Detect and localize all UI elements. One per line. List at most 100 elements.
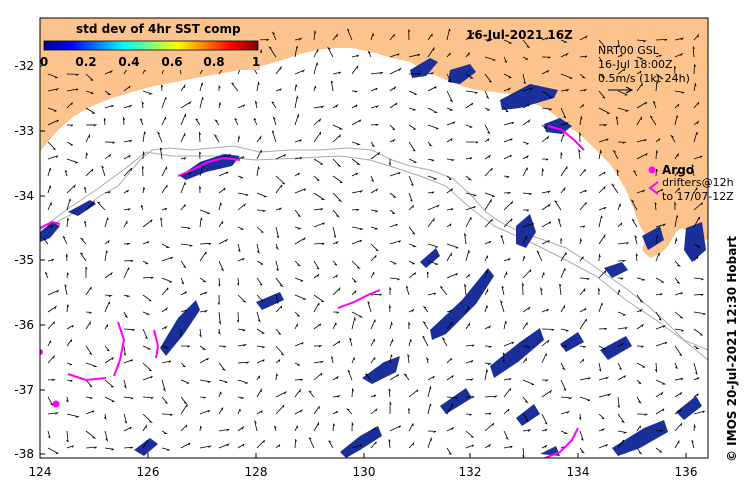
current-vector <box>142 219 153 228</box>
current-vector <box>503 270 508 279</box>
current-vector <box>327 46 334 58</box>
current-vector <box>370 407 378 415</box>
current-vector <box>294 37 303 41</box>
current-vector <box>598 413 605 420</box>
current-vector <box>484 90 490 100</box>
current-vector <box>237 361 250 364</box>
current-vector <box>161 447 170 451</box>
current-vector <box>693 345 700 350</box>
current-vector <box>370 293 382 296</box>
current-vector <box>142 362 152 372</box>
current-vector <box>161 325 168 330</box>
current-vector <box>180 83 186 92</box>
current-vector <box>313 260 320 270</box>
sst-patch <box>490 328 544 378</box>
current-vector <box>446 28 451 41</box>
current-vector <box>674 90 685 94</box>
colorbar-gradient <box>43 40 259 51</box>
current-vector <box>213 134 220 143</box>
current-vector <box>465 321 471 330</box>
current-vector <box>85 311 92 314</box>
current-vector <box>66 218 70 228</box>
current-vector <box>446 375 454 381</box>
current-vector <box>275 154 287 160</box>
current-vector <box>142 131 146 143</box>
current-vector <box>579 396 591 402</box>
current-vector <box>103 118 106 126</box>
current-vector <box>579 115 583 126</box>
current-vector <box>142 166 145 177</box>
current-vector <box>560 121 569 126</box>
current-vector <box>142 90 154 95</box>
current-vector <box>408 441 415 449</box>
current-vector <box>139 118 144 126</box>
current-vector <box>47 141 56 150</box>
current-vector <box>294 209 301 217</box>
current-vector <box>427 430 437 433</box>
current-vector <box>499 299 505 313</box>
current-vector <box>104 324 109 330</box>
current-vector <box>199 425 202 432</box>
current-vector <box>256 277 263 286</box>
current-vector <box>560 166 568 177</box>
current-vector <box>104 153 112 160</box>
current-vector <box>484 269 488 279</box>
current-vector <box>693 293 704 296</box>
current-vector <box>66 445 74 449</box>
current-vector <box>630 199 638 211</box>
current-vector <box>370 226 378 230</box>
y-tick-label: -37 <box>14 383 34 397</box>
current-vector <box>294 388 301 398</box>
current-vector <box>636 189 646 194</box>
current-vector <box>332 226 337 238</box>
current-vector <box>274 425 277 432</box>
argo-float <box>52 400 60 408</box>
current-vector <box>275 404 285 415</box>
current-vector <box>199 409 210 415</box>
current-vector <box>655 223 667 228</box>
current-vector <box>598 107 610 114</box>
current-vector <box>47 201 52 211</box>
current-vector <box>256 135 262 143</box>
current-vector <box>180 424 188 432</box>
current-vector <box>446 208 454 211</box>
current-vector <box>161 430 169 434</box>
current-vector <box>388 439 391 449</box>
current-vector <box>541 272 545 279</box>
sst-patch <box>684 222 706 262</box>
current-vector <box>218 443 230 449</box>
drifter-marker <box>648 181 659 195</box>
current-vector <box>275 88 282 92</box>
drifter-tracks <box>40 125 585 458</box>
current-vector <box>47 378 56 382</box>
current-vector <box>62 236 68 245</box>
current-vector <box>123 294 131 298</box>
model-name: NRT00 GSL <box>598 44 660 57</box>
current-vector <box>674 115 679 126</box>
current-vector <box>541 428 548 432</box>
current-vector <box>693 410 705 415</box>
current-vector <box>541 56 551 59</box>
scale-label: 0.5m/s (1kt 24h) <box>598 72 690 85</box>
current-vector <box>674 37 685 41</box>
current-vector <box>693 393 699 398</box>
current-vector <box>408 272 417 279</box>
current-vector <box>655 79 659 92</box>
credit: © IMOS 20-Jul-2021 12:30 Hobart <box>725 236 739 462</box>
drifter-track <box>113 321 126 377</box>
current-vector <box>484 124 491 135</box>
current-vector <box>427 72 434 75</box>
current-vector <box>44 271 49 279</box>
current-vector <box>427 46 435 58</box>
current-vector <box>631 219 638 228</box>
current-vector <box>351 226 364 231</box>
current-vector <box>405 285 410 296</box>
current-vector <box>466 141 479 144</box>
current-vector <box>370 188 379 194</box>
current-vector <box>446 309 453 313</box>
current-vector <box>313 222 325 228</box>
drifter-track <box>67 373 107 382</box>
current-vector <box>123 426 132 432</box>
current-vector <box>579 104 584 109</box>
current-vector <box>47 155 59 160</box>
